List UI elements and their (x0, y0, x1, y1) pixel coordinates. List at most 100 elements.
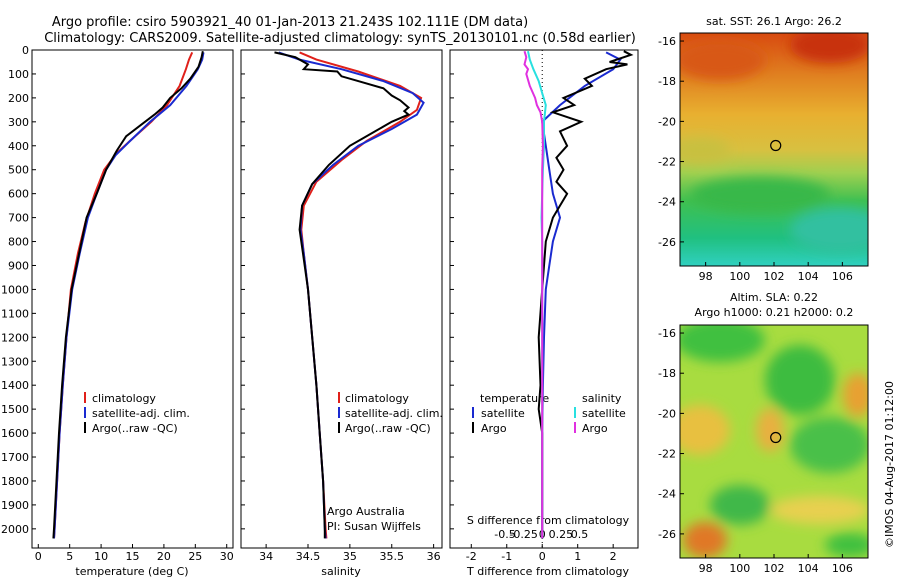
x-tick-label: 34.5 (296, 550, 321, 563)
legend-climatology: climatology (92, 392, 156, 405)
legend-argo: Argo(..raw -QC) (345, 422, 431, 435)
x-tick-label: 30 (220, 550, 234, 563)
salinity-plot-frame (240, 49, 443, 549)
sst-map (680, 33, 868, 266)
depth-tick-label: 100 (8, 68, 29, 81)
depth-tick-label: 1800 (1, 475, 29, 488)
depth-tick-label: 700 (8, 212, 29, 225)
depth-tick-label: 500 (8, 164, 29, 177)
series-line-satellite-adj-clim- (53, 52, 205, 539)
depth-tick-label: 800 (8, 236, 29, 249)
series-line-argo-raw-qc- (274, 51, 411, 539)
series-line-climatology (53, 51, 194, 539)
x-tick-label: 34 (259, 550, 273, 563)
depth-tick-label: 600 (8, 188, 29, 201)
depth-tick-label: 1000 (1, 283, 29, 296)
map-y-tick-label: -24 (658, 196, 676, 209)
x-tick-label: 35 (343, 550, 357, 563)
map-x-tick-label: 106 (832, 270, 853, 283)
s-tick-label: -0.5 (494, 528, 515, 541)
depth-tick-label: 1500 (1, 403, 29, 416)
x-tick-label: 35.5 (380, 550, 405, 563)
depth-tick-label: 1200 (1, 331, 29, 344)
depth-tick-label: 1700 (1, 451, 29, 464)
series-line-salinity-argo (523, 50, 544, 539)
depth-tick-label: 0 (22, 44, 29, 57)
salinity-annotation-line1: Argo Australia (327, 505, 405, 518)
map-y-tick-label: -26 (658, 528, 676, 541)
depth-tick-label: 1900 (1, 499, 29, 512)
map-x-tick-label: 104 (798, 270, 819, 283)
depth-tick-label: 300 (8, 116, 29, 129)
map-x-tick-label: 98 (699, 270, 713, 283)
map-y-tick-label: -20 (658, 115, 676, 128)
legend-temperature-satellite: satellite (481, 407, 525, 420)
map-x-tick-label: 100 (729, 562, 750, 575)
series-line-climatology (299, 51, 423, 539)
depth-tick-label: 1300 (1, 355, 29, 368)
map-y-tick-label: -24 (658, 488, 676, 501)
copyright-label: ©IMOS 04-Aug-2017 01:12:00 (883, 381, 896, 548)
depth-tick-label: 2000 (1, 523, 29, 536)
depth-tick-label: 1600 (1, 427, 29, 440)
x-tick-label: 0 (539, 550, 546, 563)
x-tick-label: -2 (466, 550, 477, 563)
x-tick-label: 25 (188, 550, 202, 563)
legend-climatology: climatology (345, 392, 409, 405)
x-tick-label: 1 (574, 550, 581, 563)
x-tick-label: 0 (35, 550, 42, 563)
s-tick-label: 0.5 (571, 528, 589, 541)
difference-xlabel-top: S difference from climatology (467, 514, 630, 527)
x-tick-label: -1 (501, 550, 512, 563)
sla-map (680, 325, 868, 558)
x-tick-label: 36 (427, 550, 441, 563)
figure-title-line1: Argo profile: csiro 5903921_40 01-Jan-20… (52, 15, 528, 30)
x-tick-label: 10 (94, 550, 108, 563)
sla-map-title: Altim. SLA: 0.22 (730, 291, 818, 304)
map-y-tick-label: -18 (658, 75, 676, 88)
legend-satellite: satellite-adj. clim. (345, 407, 443, 420)
difference-plot-frame (449, 49, 639, 549)
legend-satellite: satellite-adj. clim. (92, 407, 190, 420)
map-x-tick-label: 100 (729, 270, 750, 283)
map-y-tick-label: -22 (658, 156, 676, 169)
legend-temperature-heading: temperature (480, 392, 549, 405)
legend-argo: Argo(..raw -QC) (92, 422, 178, 435)
argo-location-marker (770, 431, 782, 444)
temperature-plot-frame (31, 49, 234, 549)
chart-marks: 0100200300400500600700800900100011001200… (1, 35, 853, 575)
difference-legend: temperature satellite Argo salinity sate… (472, 392, 626, 435)
depth-tick-label: 1400 (1, 379, 29, 392)
salinity-legend: climatology satellite-adj. clim. Argo(..… (338, 392, 443, 435)
depth-tick-label: 200 (8, 92, 29, 105)
map-y-tick-label: -16 (658, 327, 676, 340)
series-line-argo-raw-qc- (52, 51, 204, 539)
depth-tick-label: 400 (8, 140, 29, 153)
s-tick-label: 0.25 (549, 528, 574, 541)
map-x-tick-label: 102 (764, 562, 785, 575)
x-tick-label: 5 (66, 550, 73, 563)
series-line-temperature-argo (537, 50, 634, 539)
legend-temperature-argo: Argo (481, 422, 507, 435)
map-y-tick-label: -20 (658, 407, 676, 420)
legend-salinity-argo: Argo (582, 422, 608, 435)
map-y-tick-label: -16 (658, 35, 676, 48)
s-tick-label: -0.25 (509, 528, 537, 541)
legend-salinity-heading: salinity (582, 392, 622, 405)
series-line-satellite-adj-clim- (278, 51, 425, 539)
x-tick-label: 20 (157, 550, 171, 563)
argo-location-marker (770, 139, 782, 152)
sst-map-title: sat. SST: 26.1 Argo: 26.2 (706, 15, 842, 28)
map-x-tick-label: 98 (699, 562, 713, 575)
x-tick-label: 15 (126, 550, 140, 563)
x-tick-label: 2 (610, 550, 617, 563)
difference-xlabel: T difference from climatology (466, 565, 629, 578)
map-y-tick-label: -22 (658, 448, 676, 461)
temperature-legend: climatology satellite-adj. clim. Argo(..… (84, 392, 190, 435)
map-y-tick-label: -26 (658, 236, 676, 249)
map-y-tick-label: -18 (658, 367, 676, 380)
legend-salinity-satellite: satellite (582, 407, 626, 420)
figure-title-line2: Climatology: CARS2009. Satellite-adjuste… (44, 31, 636, 46)
salinity-xlabel: salinity (321, 565, 361, 578)
series-line-temperature-satellite (541, 51, 622, 539)
